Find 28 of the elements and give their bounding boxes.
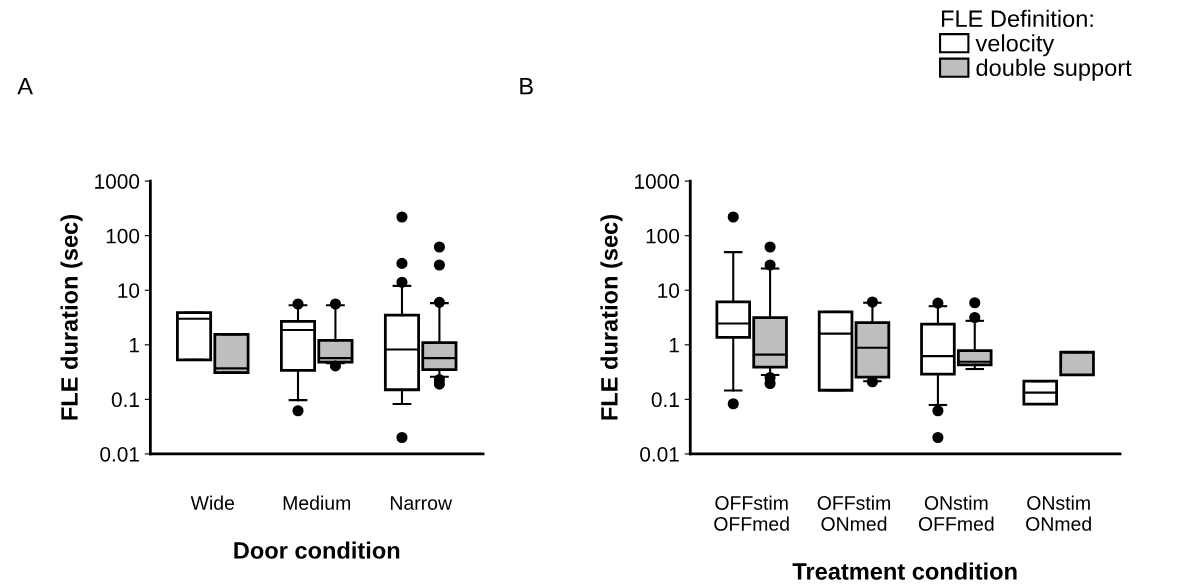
y-tick-label: 1000 [635,174,680,189]
x-tick-label: ONstim ONmed [1026,495,1091,531]
x-tick-label: OFFstim ONmed [817,495,890,531]
x-tick-label: Medium [283,495,351,510]
x-axis-title: Treatment condition [792,562,1017,580]
y-tick-label: 0.1 [651,392,679,408]
y-tick-label: 1 [129,338,139,353]
y-tick-label: 100 [106,228,140,244]
x-axis-title: Door condition [234,541,400,559]
y-tick-label: 1 [669,338,679,353]
y-axis-title: FLE duration (sec) [60,215,83,420]
x-tick-label: OFFstim OFFmed [714,495,789,531]
y-tick-label: 1000 [95,174,140,189]
chart-title: B [520,78,533,95]
y-tick-label: 0.01 [100,446,139,462]
x-tick-label: ONstim OFFmed [918,495,994,531]
legend-title: FLE Definition: [942,9,1093,28]
x-tick-label: Wide [190,495,235,510]
x-tick-label: Narrow [390,496,453,510]
legend-label: double support [976,58,1132,81]
y-tick-label: 0.01 [640,446,679,462]
y-tick-label: 100 [646,228,680,244]
legend-label: velocity [975,34,1055,57]
y-tick-label: 10 [658,283,680,298]
y-axis-title: FLE duration (sec) [600,215,623,420]
y-tick-label: 0.1 [111,392,139,408]
chart-title: A [17,78,33,95]
y-tick-label: 10 [118,283,140,298]
